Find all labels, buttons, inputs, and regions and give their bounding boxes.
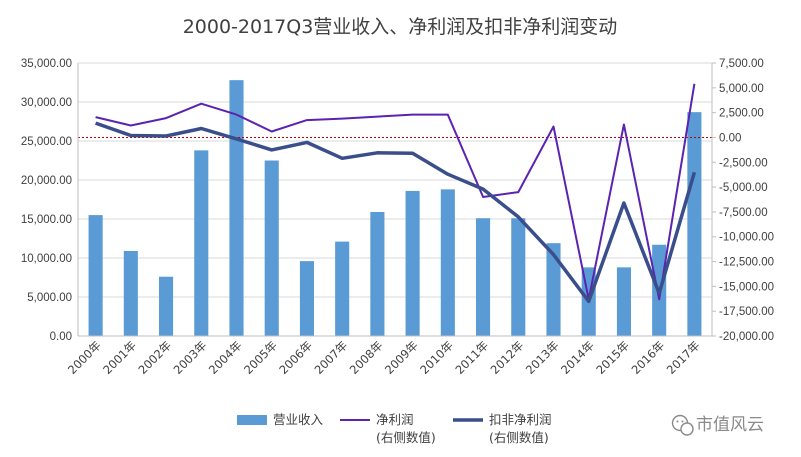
- bar-revenue: [88, 215, 103, 336]
- bar-revenue: [511, 218, 526, 336]
- left-tick-label: 5,000.00: [27, 292, 72, 304]
- legend-swatch-revenue: [237, 415, 267, 425]
- bar-revenue: [159, 276, 174, 336]
- bar-revenue: [476, 218, 491, 336]
- bar-revenue: [405, 190, 420, 336]
- x-tick-label: 2012年: [488, 338, 527, 377]
- right-tick-label: -17,500.00: [719, 306, 774, 318]
- x-tick-label: 2007年: [312, 338, 351, 377]
- legend-sublabel-adjusted-net-profit: (右侧数值): [489, 430, 549, 445]
- right-tick-label: 5,000.00: [719, 83, 764, 95]
- x-tick-label: 2000年: [65, 338, 104, 377]
- x-tick-label: 2003年: [171, 338, 210, 377]
- chart-title: 2000-2017Q3营业收入、净利润及扣非净利润变动: [183, 16, 618, 38]
- right-tick-label: -10,000.00: [719, 232, 774, 244]
- x-tick-label: 2004年: [206, 338, 245, 377]
- legend-label-adjusted-net-profit: 扣非净利润: [489, 412, 552, 427]
- left-tick-label: 35,000.00: [21, 58, 72, 70]
- x-axis: 2000年2001年2002年2003年2004年2005年2006年2007年…: [65, 335, 712, 377]
- x-tick-label: 2017年: [664, 338, 703, 377]
- bar-series-revenue: [88, 80, 702, 336]
- bar-revenue: [370, 211, 385, 336]
- line-series: [95, 83, 697, 304]
- right-tick-label: -5,000.00: [719, 182, 768, 194]
- left-tick-label: 15,000.00: [21, 214, 72, 226]
- watermark-text: 市值风云: [696, 415, 764, 435]
- left-tick-label: 0.00: [50, 331, 72, 343]
- bar-revenue: [264, 160, 279, 336]
- bar-revenue: [546, 243, 561, 336]
- right-tick-label: -7,500.00: [719, 207, 768, 219]
- right-tick-label: 0.00: [719, 132, 741, 144]
- line-adjusted-net-profit: [95, 121, 697, 304]
- x-tick-label: 2008年: [347, 338, 386, 377]
- bar-revenue: [687, 112, 702, 336]
- wechat-icon: [671, 414, 694, 436]
- legend: 营业收入 净利润 (右侧数值) 扣非净利润 (右侧数值): [237, 412, 552, 445]
- legend-label-revenue: 营业收入: [273, 412, 324, 427]
- x-tick-label: 2010年: [417, 338, 456, 377]
- legend-sublabel-net-profit: (右侧数值): [376, 430, 436, 445]
- right-axis: -20,000.00 -17,500.00 -15,000.00 -12,500.00…: [711, 58, 774, 343]
- gridlines: [78, 62, 712, 337]
- x-tick-label: 2011年: [452, 338, 491, 377]
- watermark: 市值风云: [671, 414, 764, 436]
- left-tick-label: 10,000.00: [21, 253, 72, 265]
- line-net-profit: [95, 83, 696, 301]
- right-tick-label: 7,500.00: [719, 58, 764, 70]
- right-tick-label: -12,500.00: [719, 257, 774, 269]
- x-tick-label: 2001年: [100, 338, 139, 377]
- right-tick-label: -2,500.00: [719, 157, 768, 169]
- left-tick-label: 30,000.00: [21, 97, 72, 109]
- legend-label-net-profit: 净利润: [376, 412, 414, 427]
- bar-revenue: [123, 250, 138, 336]
- x-tick-label: 2015年: [593, 338, 632, 377]
- x-tick-label: 2005年: [241, 338, 280, 377]
- x-tick-label: 2002年: [135, 338, 174, 377]
- x-tick-label: 2013年: [523, 338, 562, 377]
- bar-revenue: [229, 80, 244, 336]
- bar-revenue: [616, 267, 631, 336]
- x-tick-label: 2006年: [276, 338, 315, 377]
- bar-revenue: [335, 241, 350, 336]
- left-tick-label: 25,000.00: [21, 136, 72, 148]
- bar-revenue: [194, 150, 209, 336]
- left-axis: 0.00 5,000.00 10,000.00 15,000.00 20,000.00 2…: [21, 58, 79, 343]
- left-tick-label: 20,000.00: [21, 175, 72, 187]
- x-tick-label: 2009年: [382, 338, 421, 377]
- right-tick-label: -20,000.00: [719, 331, 774, 343]
- bar-revenue: [440, 189, 455, 336]
- x-tick-label: 2016年: [629, 338, 668, 377]
- bar-revenue: [299, 261, 314, 336]
- right-tick-label: 2,500.00: [719, 108, 764, 120]
- right-tick-label: -15,000.00: [719, 281, 774, 293]
- x-tick-label: 2014年: [558, 338, 597, 377]
